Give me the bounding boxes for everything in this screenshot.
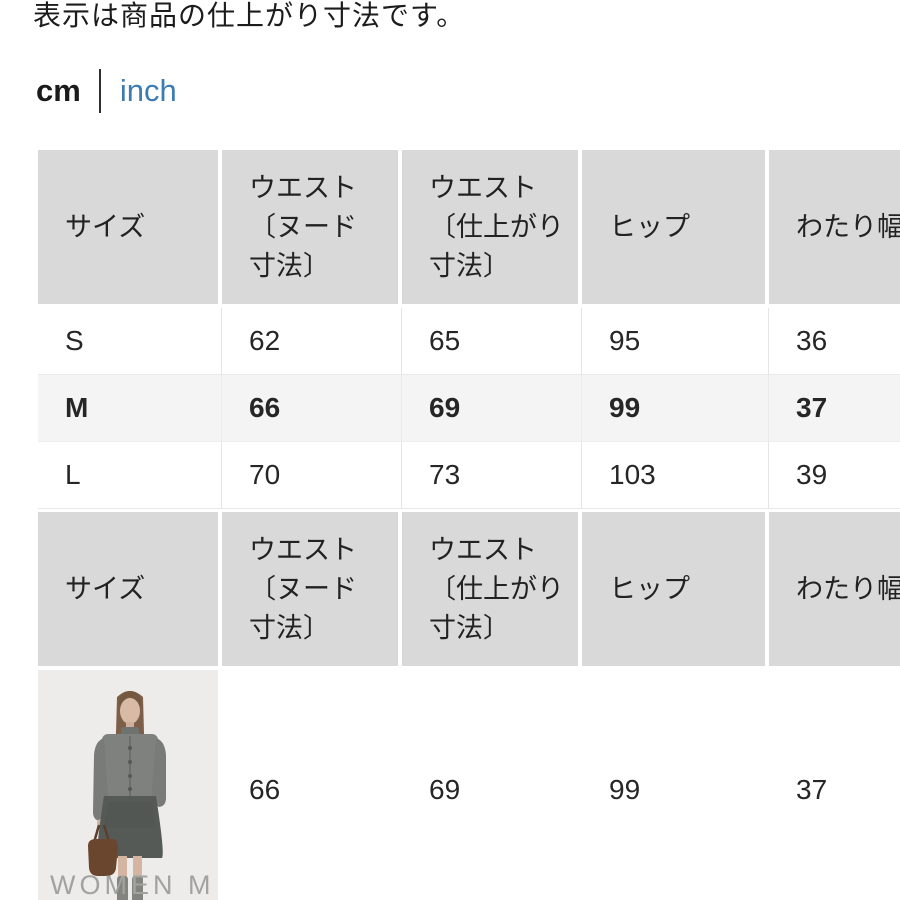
- header-waist-finished: ウエスト 〔仕上がり 寸法〕: [402, 512, 582, 666]
- size-table-header-row-1: サイズ ウエスト 〔ヌード 寸法〕 ウエスト 〔仕上がり 寸法〕 ヒップ わたり…: [38, 150, 900, 304]
- size-table-header-row-2: サイズ ウエスト 〔ヌード 寸法〕 ウエスト 〔仕上がり 寸法〕 ヒップ わたり…: [38, 512, 900, 666]
- cell-model-thigh: 37: [796, 774, 828, 805]
- header-waist-finished: ウエスト 〔仕上がり 寸法〕: [402, 150, 582, 304]
- header-waist-nude: ウエスト 〔ヌード 寸法〕: [222, 512, 402, 666]
- header-waist-nude: ウエスト 〔ヌード 寸法〕: [222, 150, 402, 304]
- cell-l-hip: 103: [582, 442, 769, 508]
- unit-inch-link[interactable]: inch: [119, 73, 177, 108]
- cell-model-hip: 99: [609, 774, 641, 805]
- cell-s-waist-nude: 62: [222, 308, 402, 374]
- cell-s-thigh: 36: [796, 325, 828, 356]
- model-measurements-row: WOMEN M 66 69 99 37: [38, 670, 900, 900]
- cell-size-m: M: [38, 375, 222, 441]
- cell-m-waist-finished: 69: [402, 375, 582, 441]
- header-thigh-width: わたり幅: [769, 512, 900, 666]
- model-photo: WOMEN M: [38, 670, 222, 900]
- cell-model-waist-nude: 66: [249, 774, 281, 805]
- model-photo-illustration: [38, 670, 218, 900]
- model-size-label: WOMEN M: [50, 870, 215, 900]
- cell-l-thigh: 39: [796, 459, 828, 490]
- cell-size-s: S: [38, 308, 222, 374]
- finish-dimensions-note: 表示は商品の仕上がり寸法です。: [33, 0, 466, 31]
- cell-m-thigh: 37: [769, 375, 900, 441]
- cell-size-l: L: [38, 442, 222, 508]
- header-hip: ヒップ: [582, 512, 769, 666]
- table-row-l: L 70 73 103 39: [38, 442, 900, 509]
- header-thigh-width: わたり幅: [769, 150, 900, 304]
- table-row-s: S 62 65 95 36: [38, 308, 900, 375]
- cell-m-waist-nude: 66: [222, 375, 402, 441]
- header-size: サイズ: [38, 150, 222, 304]
- cell-l-waist-finished: 73: [402, 442, 582, 508]
- size-table-viewport[interactable]: サイズ ウエスト 〔ヌード 寸法〕 ウエスト 〔仕上がり 寸法〕 ヒップ わたり…: [38, 150, 900, 900]
- size-table: サイズ ウエスト 〔ヌード 寸法〕 ウエスト 〔仕上がり 寸法〕 ヒップ わたり…: [38, 150, 900, 900]
- unit-cm-button[interactable]: cm: [36, 73, 81, 108]
- cell-s-hip: 95: [582, 308, 769, 374]
- unit-toggle-divider: [98, 69, 101, 113]
- unit-toggle: cm inch: [36, 68, 900, 114]
- header-hip: ヒップ: [582, 150, 769, 304]
- cell-l-waist-nude: 70: [222, 442, 402, 508]
- cell-model-waist-finished: 69: [429, 774, 461, 805]
- table-row-m-selected: M 66 69 99 37: [38, 375, 900, 442]
- cell-m-hip: 99: [582, 375, 769, 441]
- cell-s-waist-finished: 65: [402, 308, 582, 374]
- header-size: サイズ: [38, 512, 222, 666]
